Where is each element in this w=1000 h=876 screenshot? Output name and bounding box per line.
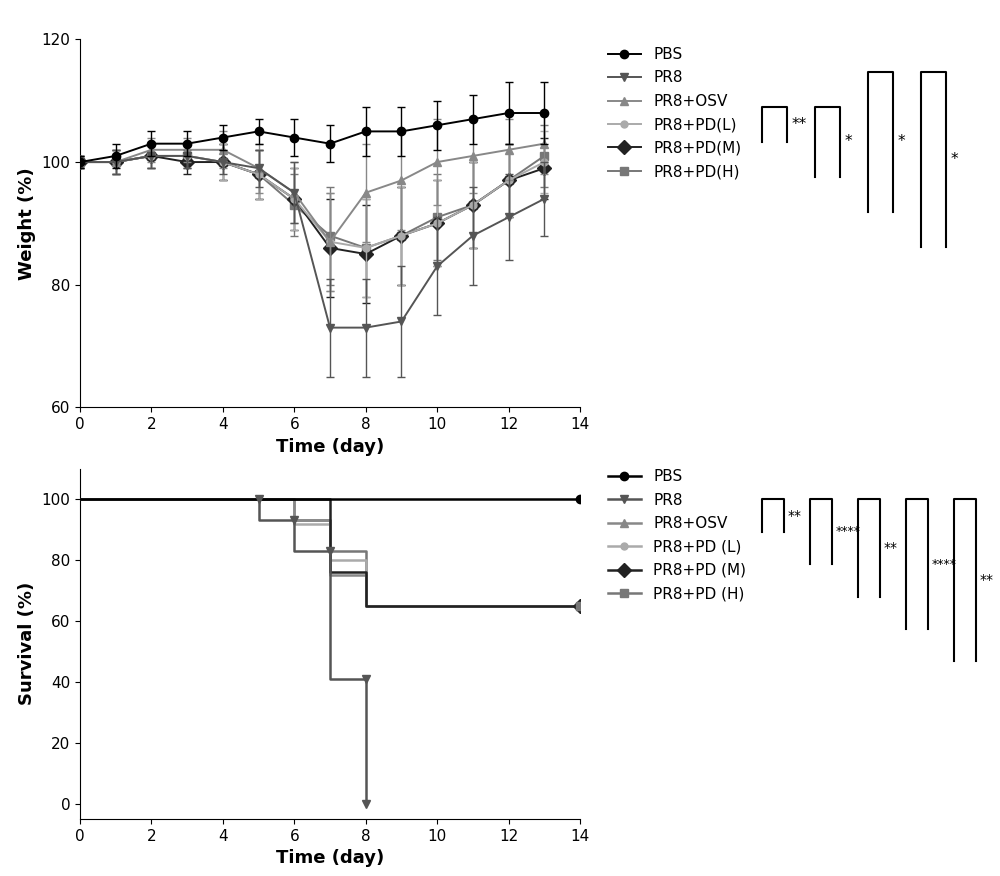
Text: *: *	[951, 152, 959, 167]
X-axis label: Time (day): Time (day)	[276, 438, 384, 456]
Text: **: **	[980, 574, 994, 587]
X-axis label: Time (day): Time (day)	[276, 850, 384, 867]
Text: ****: ****	[836, 526, 861, 538]
Y-axis label: Survival (%): Survival (%)	[18, 583, 36, 705]
Text: **: **	[792, 117, 807, 132]
Text: ****: ****	[932, 558, 957, 570]
Text: *: *	[845, 134, 853, 150]
Text: **: **	[884, 541, 898, 555]
Legend: PBS, PR8, PR8+OSV, PR8+PD (L), PR8+PD (M), PR8+PD (H): PBS, PR8, PR8+OSV, PR8+PD (L), PR8+PD (M…	[608, 470, 746, 601]
Legend: PBS, PR8, PR8+OSV, PR8+PD(L), PR8+PD(M), PR8+PD(H): PBS, PR8, PR8+OSV, PR8+PD(L), PR8+PD(M),…	[608, 47, 742, 179]
Text: **: **	[788, 509, 802, 522]
Text: *: *	[898, 134, 906, 150]
Y-axis label: Weight (%): Weight (%)	[18, 167, 36, 279]
